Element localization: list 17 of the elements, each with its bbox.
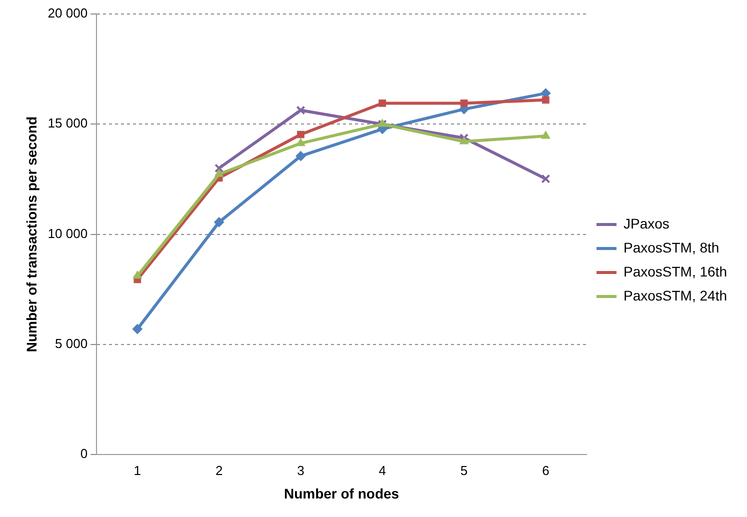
y-tick-label: 20 000 (48, 6, 88, 21)
x-tick-label: 2 (215, 462, 223, 478)
legend-label: JPaxos (624, 215, 670, 232)
x-tick-label: 4 (378, 462, 386, 478)
y-tick-label: 10 000 (48, 226, 88, 241)
y-tick-label: 0 (80, 446, 88, 462)
legend-label: PaxosSTM, 24th (624, 287, 728, 304)
y-tick-label: 15 000 (48, 116, 88, 131)
legend-label: PaxosSTM, 16th (624, 263, 728, 280)
y-tick-label: 5 000 (55, 336, 88, 352)
x-tick-label: 5 (460, 462, 468, 478)
x-tick-label: 1 (134, 462, 142, 478)
legend-label: PaxosSTM, 8th (624, 239, 720, 256)
y-axis-title: Number of transactions per second (23, 116, 40, 352)
x-tick-label: 6 (542, 462, 550, 478)
x-tick-label: 3 (297, 462, 304, 478)
x-axis-title: Number of nodes (284, 485, 400, 502)
